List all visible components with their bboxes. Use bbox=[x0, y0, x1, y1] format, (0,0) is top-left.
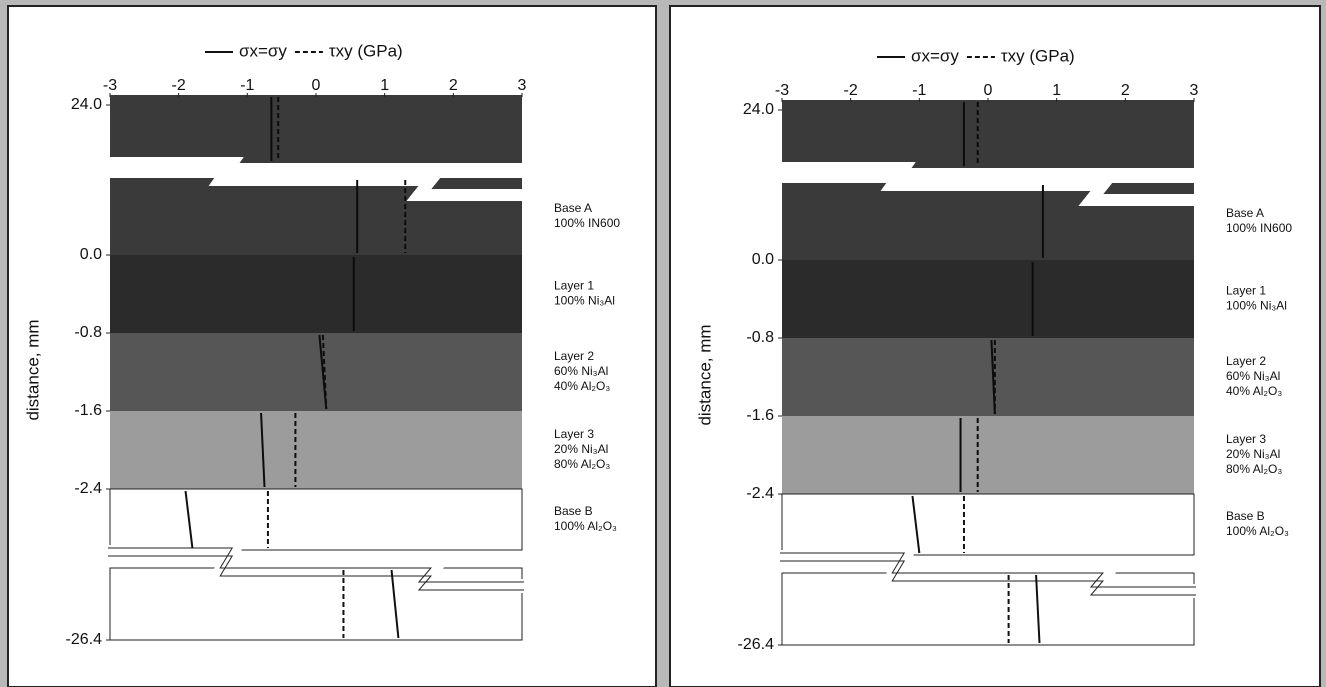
x-tick-label: -2 bbox=[844, 82, 858, 99]
axis-break bbox=[108, 545, 524, 593]
layer-label: 20% Ni₃Al bbox=[554, 442, 608, 456]
layer-label: Base A bbox=[1226, 206, 1264, 220]
stress-line bbox=[184, 490, 194, 549]
layer-label: 80% Al₂O₃ bbox=[554, 457, 610, 471]
layer-label: 100% Al₂O₃ bbox=[554, 519, 617, 533]
stress-line bbox=[911, 495, 921, 554]
stress-line bbox=[260, 412, 266, 488]
layer-label: Layer 2 bbox=[1226, 354, 1266, 368]
legend-label: σx=σy bbox=[911, 46, 959, 65]
layer-label: 100% Ni₃Al bbox=[1226, 299, 1287, 313]
axis-break bbox=[108, 157, 524, 201]
layer-band bbox=[110, 333, 522, 411]
layer-label: 60% Ni₃Al bbox=[1226, 369, 1280, 383]
x-tick-label: 0 bbox=[984, 82, 993, 99]
layer-label: 20% Ni₃Al bbox=[1226, 447, 1280, 461]
axis-break-edge bbox=[108, 547, 524, 583]
y-tick-label: -0.8 bbox=[746, 329, 774, 346]
y-tick-label: 0.0 bbox=[752, 251, 774, 268]
y-tick-label: 24.0 bbox=[743, 101, 774, 118]
layer-band bbox=[110, 95, 522, 163]
layer-label: Base B bbox=[1226, 509, 1265, 523]
y-tick-label: -1.6 bbox=[746, 407, 774, 424]
layer-label: Base A bbox=[554, 201, 592, 215]
y-tick-label: -26.4 bbox=[66, 631, 103, 648]
layer-label: 60% Ni₃Al bbox=[554, 364, 608, 378]
stress-line bbox=[318, 334, 328, 410]
y-tick-label: 24.0 bbox=[71, 96, 102, 113]
layer-label: 100% IN600 bbox=[1226, 221, 1292, 235]
x-tick-label: 0 bbox=[312, 77, 321, 94]
x-tick-label: 1 bbox=[380, 77, 389, 94]
axis-break bbox=[780, 550, 1196, 598]
layer-label: Layer 2 bbox=[554, 349, 594, 363]
layer-label: Layer 1 bbox=[1226, 284, 1266, 298]
layer-label: Layer 1 bbox=[554, 279, 594, 293]
legend-label: τxy (GPa) bbox=[1001, 46, 1075, 65]
layer-label: 100% Al₂O₃ bbox=[1226, 524, 1289, 538]
y-tick-label: -2.4 bbox=[74, 480, 102, 497]
axis-break bbox=[780, 162, 1196, 206]
x-tick-label: 2 bbox=[449, 77, 458, 94]
y-tick-label: -0.8 bbox=[74, 324, 102, 341]
layer-label: 40% Al₂O₃ bbox=[554, 379, 610, 393]
x-tick-label: -1 bbox=[912, 82, 926, 99]
layer-label: Base B bbox=[554, 504, 593, 518]
layer-band bbox=[110, 411, 522, 489]
legend-label: τxy (GPa) bbox=[329, 41, 403, 60]
y-tick-label: -2.4 bbox=[746, 485, 774, 502]
axis-break-edge bbox=[780, 560, 1196, 596]
y-axis-label: distance, mm bbox=[695, 324, 714, 425]
stress-line bbox=[990, 339, 996, 415]
stress-line bbox=[1035, 574, 1041, 644]
layer-band bbox=[782, 100, 1194, 168]
y-tick-label: -1.6 bbox=[74, 402, 102, 419]
y-tick-label: -26.4 bbox=[738, 636, 775, 653]
stress-line bbox=[321, 334, 328, 410]
layer-band bbox=[110, 255, 522, 333]
x-tick-label: 2 bbox=[1121, 82, 1130, 99]
layer-label: Layer 3 bbox=[1226, 432, 1266, 446]
x-tick-label: 3 bbox=[1190, 82, 1199, 99]
axis-break-edge bbox=[780, 552, 1196, 588]
layer-band bbox=[782, 338, 1194, 416]
x-tick-label: 3 bbox=[518, 77, 527, 94]
layer-band bbox=[109, 488, 523, 551]
legend-label: σx=σy bbox=[239, 41, 287, 60]
layer-label: Layer 3 bbox=[554, 427, 594, 441]
y-axis-label: distance, mm bbox=[23, 319, 42, 420]
axis-break-edge bbox=[108, 555, 524, 591]
layer-label: 100% Ni₃Al bbox=[554, 294, 615, 308]
x-tick-label: -3 bbox=[103, 77, 117, 94]
layer-label: 80% Al₂O₃ bbox=[1226, 462, 1282, 476]
layer-band bbox=[782, 416, 1194, 494]
layer-label: 100% IN600 bbox=[554, 216, 620, 230]
layer-band bbox=[782, 260, 1194, 338]
layer-band bbox=[781, 493, 1195, 556]
x-tick-label: -3 bbox=[775, 82, 789, 99]
x-tick-label: -2 bbox=[172, 77, 186, 94]
stress-line bbox=[390, 569, 400, 639]
x-tick-label: 1 bbox=[1052, 82, 1061, 99]
y-tick-label: 0.0 bbox=[80, 246, 102, 263]
layer-label: 40% Al₂O₃ bbox=[1226, 384, 1282, 398]
x-tick-label: -1 bbox=[240, 77, 254, 94]
